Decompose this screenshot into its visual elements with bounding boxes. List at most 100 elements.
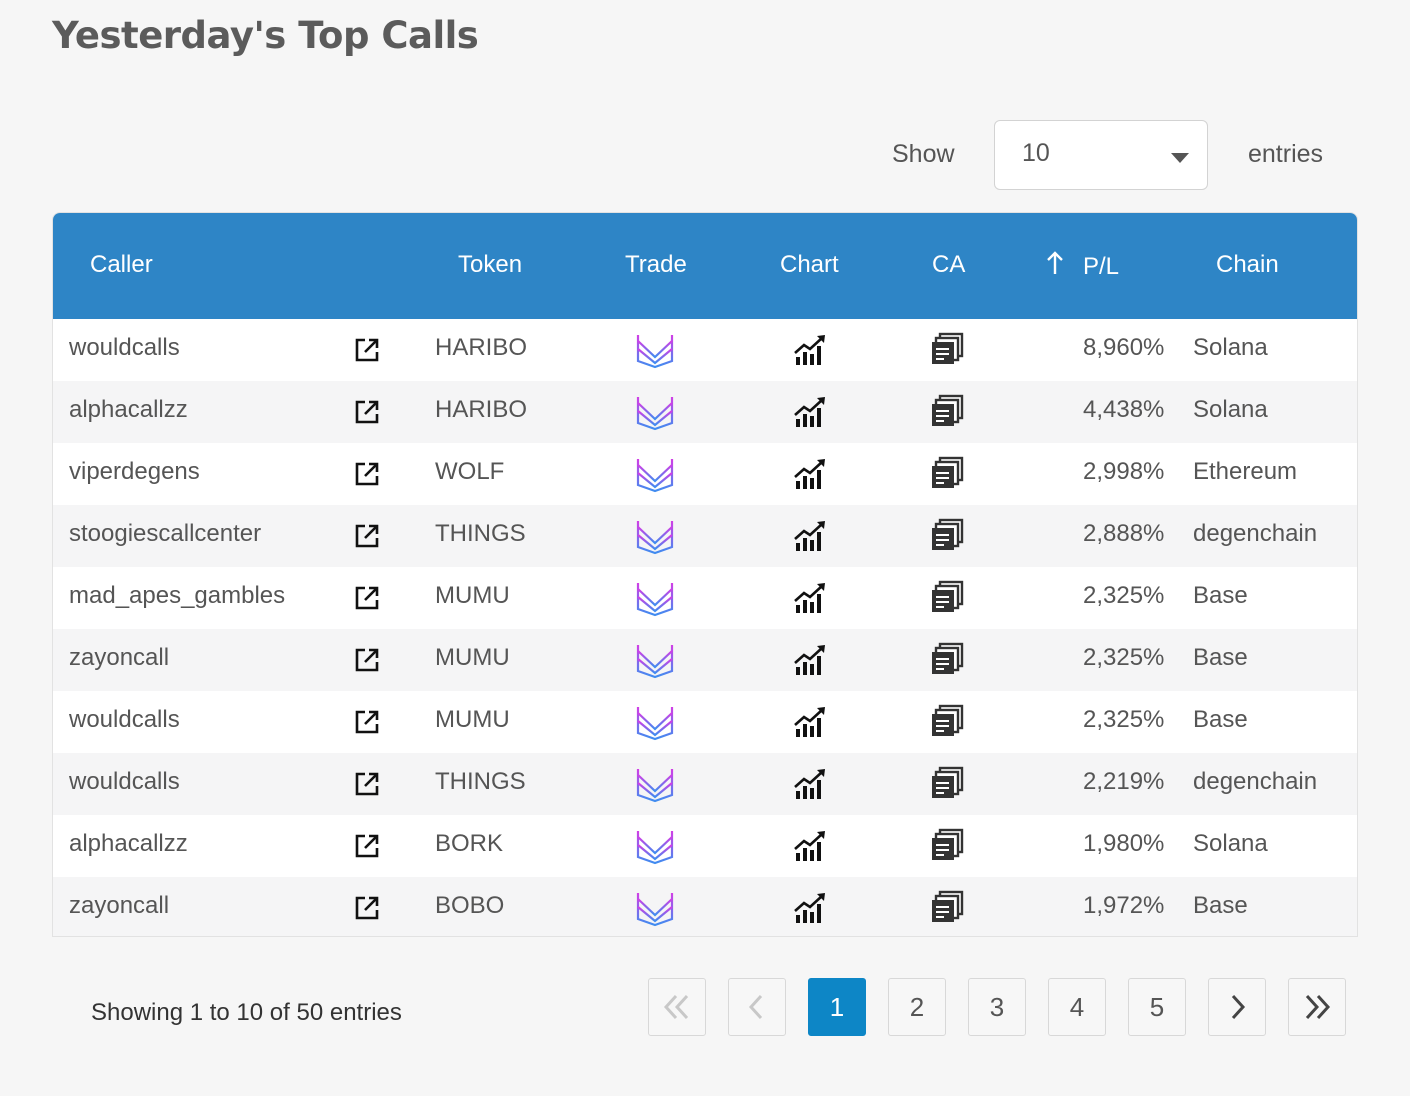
table-row: zayoncall BOBO 1,972% Base (53, 877, 1357, 936)
external-link-icon[interactable] (354, 895, 380, 928)
table-row: wouldcalls MUMU 2,325% Base (53, 691, 1357, 753)
header-pl[interactable]: P/L (1083, 253, 1120, 280)
chart-trend-icon[interactable] (793, 457, 827, 498)
trade-logo-icon[interactable] (635, 393, 675, 438)
table-row: mad_apes_gambles MUMU 2,325% Base (53, 567, 1357, 629)
copy-icon[interactable] (930, 518, 964, 559)
caller-name[interactable]: stoogiescallcenter (69, 520, 262, 547)
pl-value: 8,960% (1083, 334, 1165, 361)
show-label: Show (892, 140, 955, 168)
first-page-button[interactable] (648, 978, 706, 1036)
token-name: THINGS (435, 768, 526, 795)
header-chart[interactable]: Chart (780, 251, 839, 278)
copy-icon[interactable] (930, 704, 964, 745)
external-link-icon[interactable] (354, 337, 380, 370)
chart-trend-icon[interactable] (793, 705, 827, 746)
chart-trend-icon[interactable] (793, 395, 827, 436)
sort-arrow-up-icon (1047, 251, 1063, 274)
caller-name[interactable]: zayoncall (69, 892, 170, 919)
chain-name: Solana (1193, 334, 1268, 361)
caller-name[interactable]: wouldcalls (69, 334, 180, 361)
chart-trend-icon[interactable] (793, 891, 827, 932)
copy-icon[interactable] (930, 394, 964, 435)
token-name: MUMU (435, 706, 510, 733)
chain-name: degenchain (1193, 520, 1318, 547)
copy-icon[interactable] (930, 890, 964, 931)
pl-value: 2,219% (1083, 768, 1165, 795)
caller-name[interactable]: wouldcalls (69, 768, 180, 795)
token-name: MUMU (435, 644, 510, 671)
pl-value: 2,325% (1083, 644, 1165, 671)
trade-logo-icon[interactable] (635, 641, 675, 686)
entries-length-control: Show 10 entries (0, 120, 1410, 192)
page-button-4[interactable]: 4 (1048, 978, 1106, 1036)
external-link-icon[interactable] (354, 771, 380, 804)
header-chain[interactable]: Chain (1216, 251, 1279, 278)
trade-logo-icon[interactable] (635, 827, 675, 872)
pl-value: 2,325% (1083, 582, 1165, 609)
double-chevron-right-icon (1305, 994, 1331, 1020)
token-name: BORK (435, 830, 504, 857)
page-button-3[interactable]: 3 (968, 978, 1026, 1036)
copy-icon[interactable] (930, 828, 964, 869)
page-button-2[interactable]: 2 (888, 978, 946, 1036)
chain-name: Base (1193, 892, 1248, 919)
trade-logo-icon[interactable] (635, 765, 675, 810)
copy-icon[interactable] (930, 766, 964, 807)
chart-trend-icon[interactable] (793, 767, 827, 808)
pl-value: 2,998% (1083, 458, 1165, 485)
copy-icon[interactable] (930, 456, 964, 497)
caller-name[interactable]: alphacallzz (69, 396, 188, 423)
external-link-icon[interactable] (354, 709, 380, 742)
external-link-icon[interactable] (354, 585, 380, 618)
page-button-5[interactable]: 5 (1128, 978, 1186, 1036)
pl-value: 1,980% (1083, 830, 1165, 857)
caller-name[interactable]: alphacallzz (69, 830, 188, 857)
trade-logo-icon[interactable] (635, 889, 675, 934)
next-page-button[interactable] (1208, 978, 1266, 1036)
header-ca[interactable]: CA (932, 251, 966, 278)
chevron-left-icon (748, 994, 763, 1020)
entries-per-page-select[interactable]: 10 (994, 120, 1208, 190)
chart-trend-icon[interactable] (793, 581, 827, 622)
pl-value: 4,438% (1083, 396, 1165, 423)
external-link-icon[interactable] (354, 523, 380, 556)
chain-name: Base (1193, 706, 1248, 733)
token-name: THINGS (435, 520, 526, 547)
trade-logo-icon[interactable] (635, 331, 675, 376)
pl-value: 2,325% (1083, 706, 1165, 733)
caller-name[interactable]: zayoncall (69, 644, 170, 671)
pl-value: 1,972% (1083, 892, 1165, 919)
header-trade[interactable]: Trade (625, 251, 687, 278)
caller-name[interactable]: mad_apes_gambles (69, 582, 286, 609)
header-token[interactable]: Token (458, 251, 523, 278)
chart-trend-icon[interactable] (793, 643, 827, 684)
caller-name[interactable]: wouldcalls (69, 706, 180, 733)
external-link-icon[interactable] (354, 647, 380, 680)
trade-logo-icon[interactable] (635, 455, 675, 500)
external-link-icon[interactable] (354, 399, 380, 432)
header-caller[interactable]: Caller (90, 251, 153, 278)
last-page-button[interactable] (1288, 978, 1346, 1036)
chart-trend-icon[interactable] (793, 519, 827, 560)
chain-name: Base (1193, 644, 1248, 671)
table-header: Caller Token Trade Chart CA P/L Chain (53, 213, 1357, 319)
trade-logo-icon[interactable] (635, 579, 675, 624)
page-title: Yesterday's Top Calls (52, 14, 479, 57)
external-link-icon[interactable] (354, 833, 380, 866)
table-row: wouldcalls THINGS 2,219% degenchain (53, 753, 1357, 815)
trade-logo-icon[interactable] (635, 517, 675, 562)
chart-trend-icon[interactable] (793, 333, 827, 374)
copy-icon[interactable] (930, 580, 964, 621)
trade-logo-icon[interactable] (635, 703, 675, 748)
copy-icon[interactable] (930, 642, 964, 683)
chart-trend-icon[interactable] (793, 829, 827, 870)
chevron-right-icon (1231, 994, 1246, 1020)
pl-value: 2,888% (1083, 520, 1165, 547)
page-button-1[interactable]: 1 (808, 978, 866, 1036)
table-row: wouldcalls HARIBO 8,960% Solana (53, 319, 1357, 381)
caller-name[interactable]: viperdegens (69, 458, 200, 485)
external-link-icon[interactable] (354, 461, 380, 494)
copy-icon[interactable] (930, 332, 964, 373)
previous-page-button[interactable] (728, 978, 786, 1036)
